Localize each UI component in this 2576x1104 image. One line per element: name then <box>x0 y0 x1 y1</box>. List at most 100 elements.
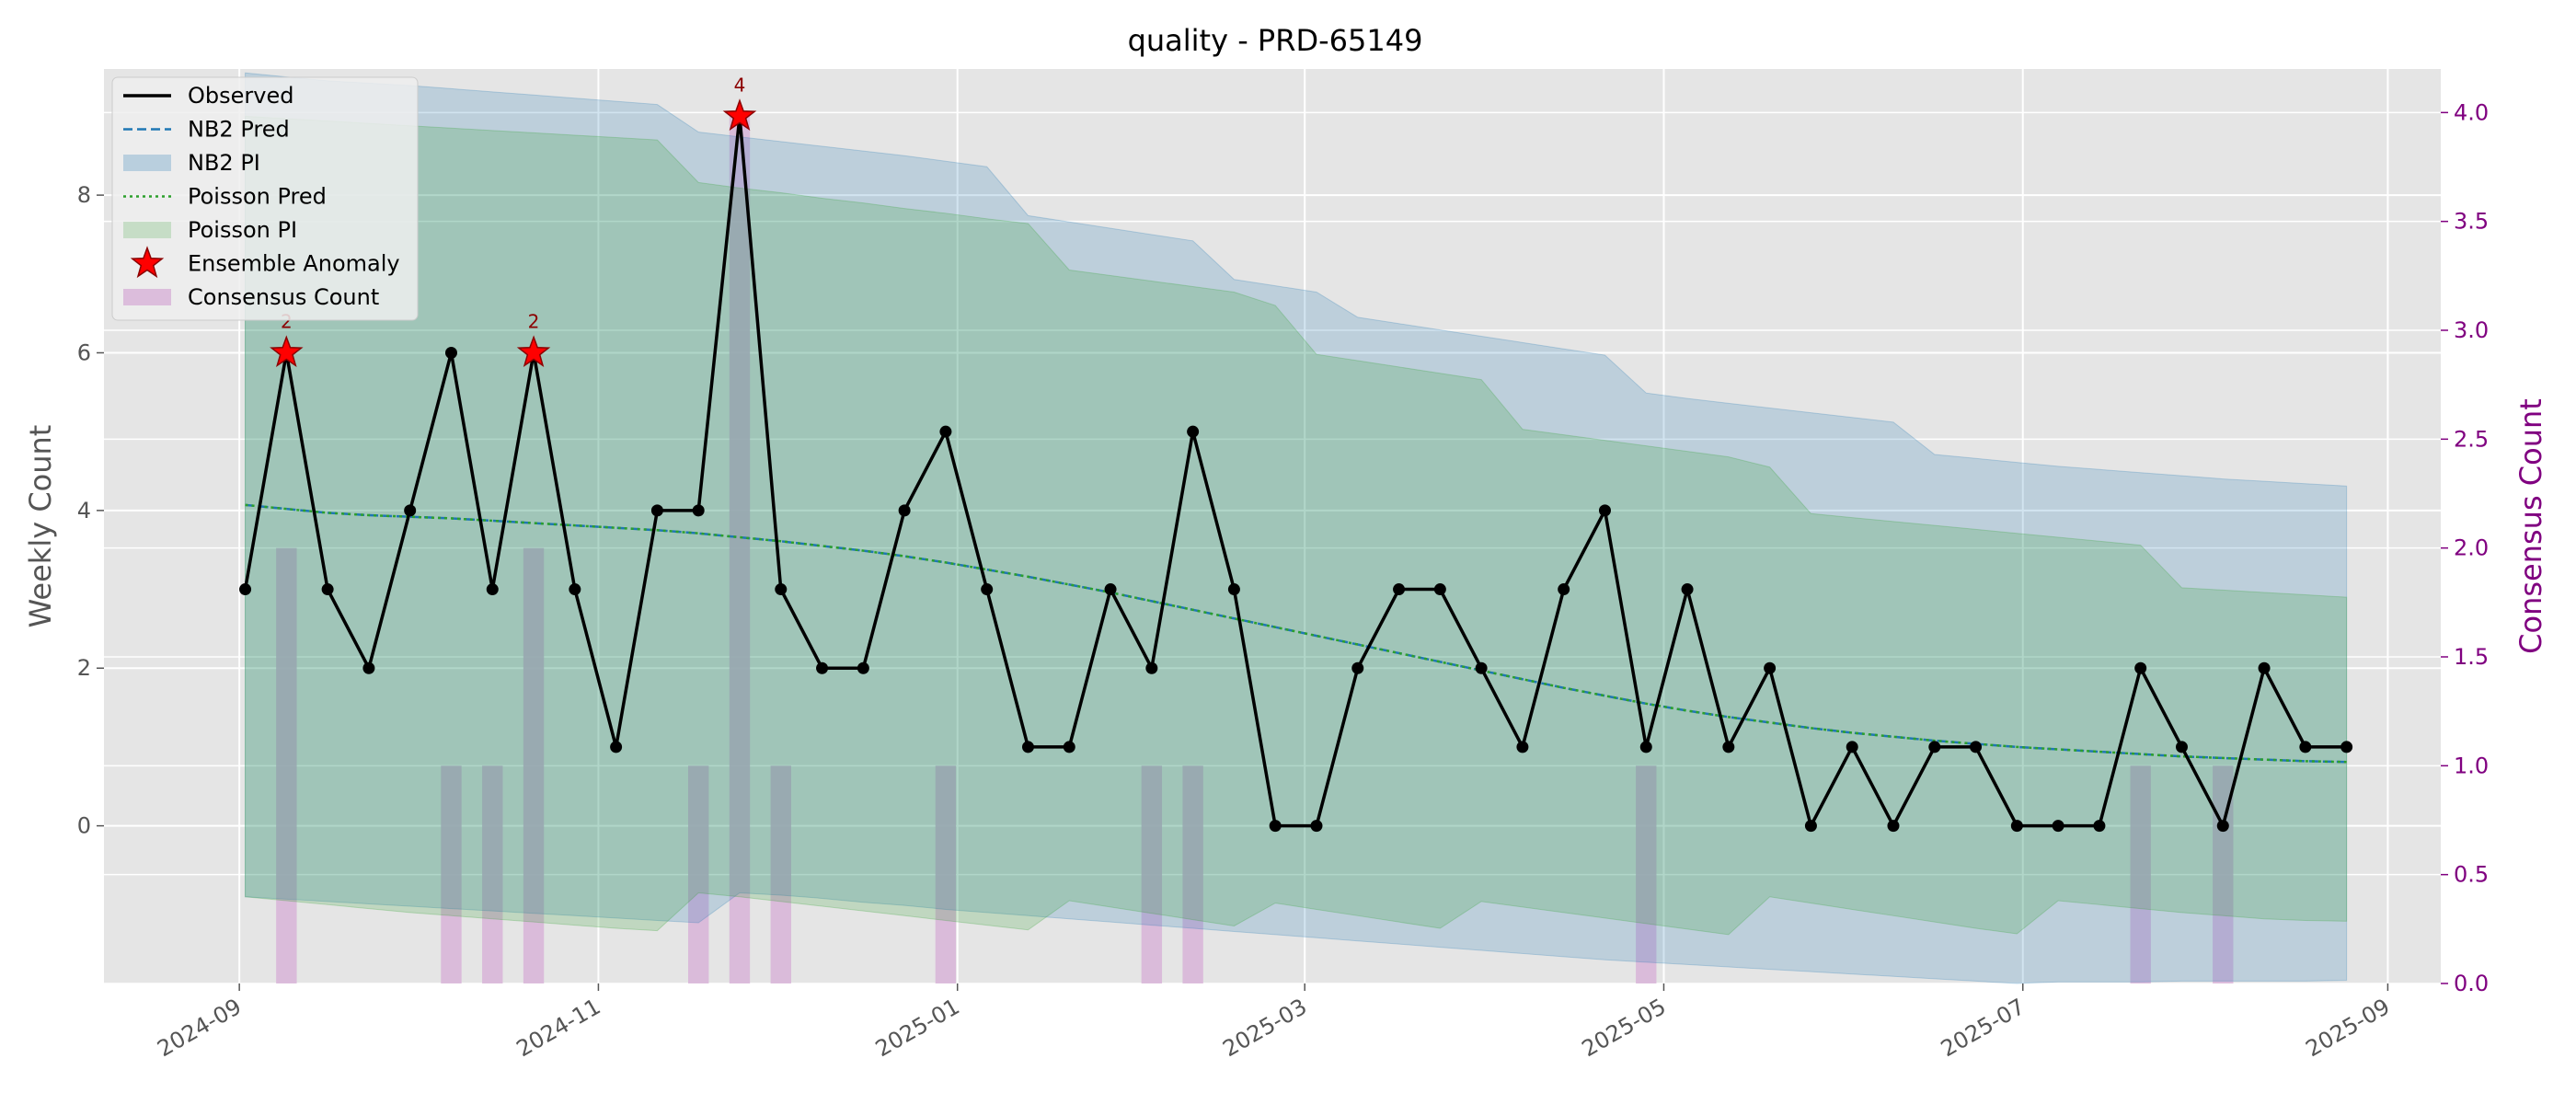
legend-handle-poisson-pi <box>123 222 171 238</box>
y-tick-label: 4 <box>77 498 91 523</box>
observed-point <box>2134 661 2147 674</box>
observed-point <box>1928 741 1941 753</box>
observed-point <box>2340 741 2353 753</box>
observed-point <box>898 504 911 517</box>
observed-point <box>1598 504 1611 517</box>
observed-point <box>1063 741 1075 753</box>
observed-point <box>569 583 581 596</box>
observed-point <box>1887 820 1900 833</box>
legend-label: Consensus Count <box>188 284 379 310</box>
observed-point <box>610 741 623 753</box>
legend-handle-anomaly <box>130 246 165 279</box>
consensus-bar <box>1141 765 1163 983</box>
observed-point <box>1558 583 1570 596</box>
consensus-bar <box>688 765 709 983</box>
y2-tick-label: 2.5 <box>2454 426 2489 452</box>
consensus-bar <box>1182 765 1203 983</box>
observed-point <box>1393 583 1406 596</box>
consensus-bar <box>1636 765 1657 983</box>
y2-tick-label: 2.0 <box>2454 535 2489 561</box>
y2-tick-label: 4.0 <box>2454 99 2489 125</box>
consensus-bar <box>441 765 462 983</box>
observed-point <box>939 425 952 438</box>
legend-box <box>111 76 419 321</box>
observed-point <box>2299 741 2312 753</box>
observed-point <box>1970 741 1983 753</box>
observed-point <box>1104 583 1117 596</box>
observed-points <box>239 109 2353 833</box>
anomaly-label: 2 <box>528 310 540 332</box>
observed-point <box>2010 820 2023 833</box>
observed-point <box>1021 741 1034 753</box>
anomaly-star <box>270 335 304 367</box>
observed-point <box>321 583 334 596</box>
legend-label: Observed <box>188 83 293 109</box>
nb2-pi-band <box>245 72 2348 984</box>
observed-point <box>1310 820 1323 833</box>
observed-point <box>1475 661 1488 674</box>
observed-point <box>1351 661 1364 674</box>
observed-point <box>1145 661 1158 674</box>
observed-point <box>775 583 788 596</box>
observed-point <box>1764 661 1777 674</box>
legend: Observed NB2 Pred NB2 PI Poisson Pred Poisso… <box>111 76 419 321</box>
consensus-bars <box>276 112 2234 984</box>
observed-point <box>486 583 499 596</box>
consensus-bar <box>482 765 503 983</box>
observed-point <box>1187 425 1200 438</box>
y2-tick-label: 1.0 <box>2454 753 2489 778</box>
observed-point <box>1681 583 1694 596</box>
observed-point <box>2175 741 2188 753</box>
observed-point <box>1722 741 1735 753</box>
nb2-pred-line <box>245 503 2347 764</box>
consensus-bar <box>770 765 791 983</box>
observed-point <box>1269 820 1282 833</box>
consensus-bar <box>729 112 751 984</box>
observed-line <box>243 114 2347 828</box>
legend-handle-consensus <box>123 289 171 305</box>
observed-point <box>2093 820 2106 833</box>
legend-label: Ensemble Anomaly <box>188 251 400 277</box>
lines <box>243 114 2347 828</box>
observed-point <box>2258 661 2271 674</box>
observed-point <box>404 504 417 517</box>
observed-point <box>1433 583 1446 596</box>
observed-point <box>981 583 994 596</box>
consensus-bar <box>2213 765 2234 983</box>
anomaly-star <box>722 98 757 131</box>
consensus-bar <box>276 547 297 983</box>
observed-point <box>857 661 869 674</box>
legend-label: NB2 Pred <box>188 117 290 143</box>
chart-title: quality - PRD-65149 <box>1128 23 1423 58</box>
observed-point <box>1516 741 1529 753</box>
observed-point <box>1639 741 1652 753</box>
legend-label: Poisson PI <box>188 217 297 243</box>
legend-label: NB2 PI <box>188 150 260 176</box>
y-tick-label: 8 <box>77 182 91 208</box>
consensus-bar <box>935 765 957 983</box>
observed-point <box>650 504 663 517</box>
legend-handle-nb2-pi <box>123 155 171 171</box>
y-tick-label: 6 <box>77 339 91 365</box>
y2-tick-label: 0.0 <box>2454 971 2489 996</box>
observed-point <box>1227 583 1240 596</box>
y-tick-label: 0 <box>77 813 91 839</box>
observed-point <box>239 583 252 596</box>
y2-tick-label: 3.5 <box>2454 209 2489 235</box>
anomaly-label: 4 <box>734 74 746 96</box>
consensus-bar <box>523 547 545 983</box>
y2-tick-label: 3.0 <box>2454 317 2489 343</box>
observed-point <box>1846 741 1858 753</box>
legend-label: Poisson Pred <box>188 184 327 210</box>
observed-point <box>362 661 375 674</box>
observed-point <box>1804 820 1817 833</box>
y-axis-label: Weekly Count <box>23 425 58 628</box>
y2-axis-label: Consensus Count <box>2513 398 2548 654</box>
observed-point <box>2052 820 2064 833</box>
anomaly-star <box>516 335 551 367</box>
y2-tick-label: 1.5 <box>2454 644 2489 670</box>
y2-tick-label: 0.5 <box>2454 862 2489 888</box>
observed-point <box>2216 820 2229 833</box>
observed-point <box>692 504 705 517</box>
